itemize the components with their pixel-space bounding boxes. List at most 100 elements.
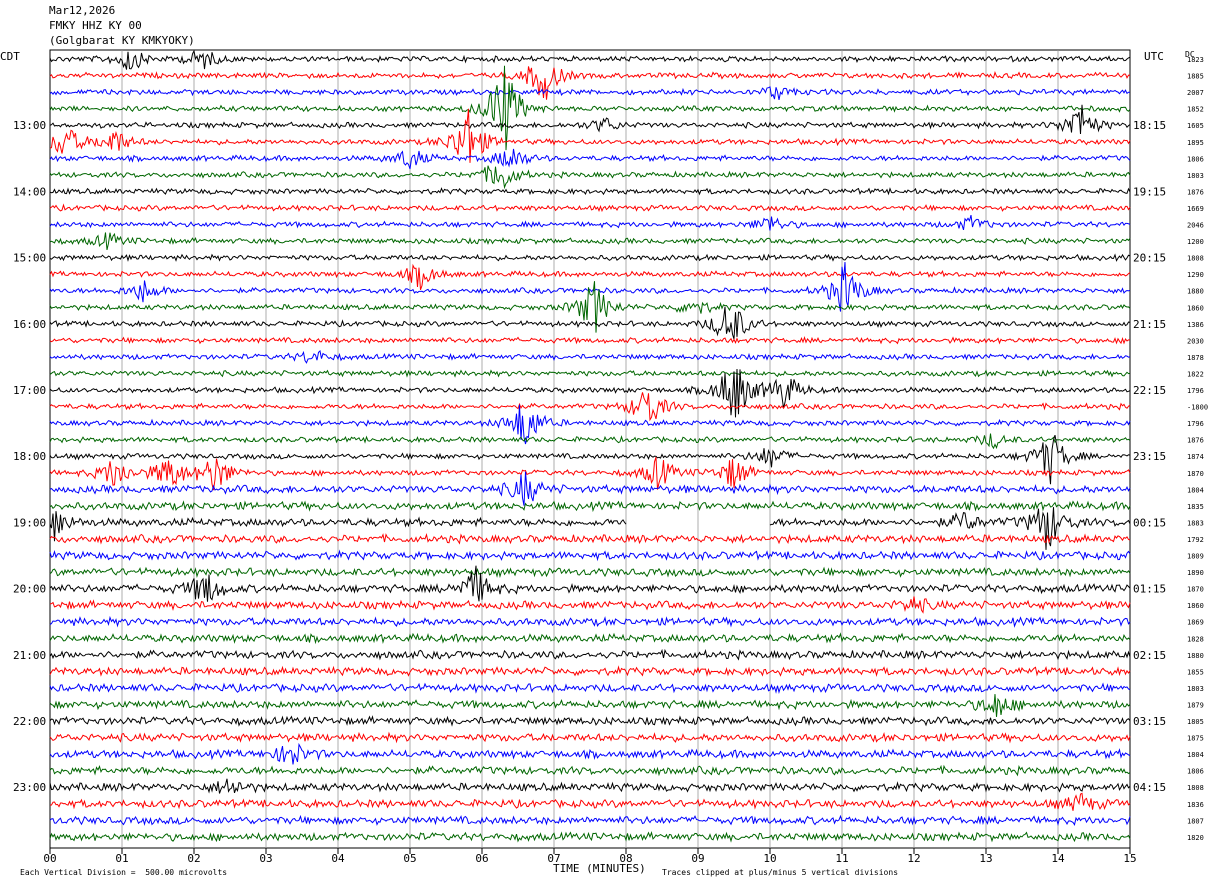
dc-offset-label: 1875 [1187,735,1204,743]
x-tick-label: 03 [259,852,272,865]
scale-note: Each Vertical Division = 500.00 microvol… [20,868,228,877]
station-label: FMKY HHZ KY 00 [49,19,142,32]
dc-offset-label: 1879 [1187,701,1204,709]
x-axis-label: TIME (MINUTES) [553,862,646,875]
trace-row [49,471,1131,506]
right-hour-label: 21:15 [1133,318,1166,331]
trace-row [49,306,1131,340]
dc-offset-label: 1870 [1187,470,1204,478]
trace-row [49,281,1131,333]
right-hour-label: 22:15 [1133,384,1166,397]
dc-offset-label: 2007 [1187,89,1204,97]
right-hour-label: 18:15 [1133,119,1166,132]
dc-offset-label: 2030 [1187,337,1204,345]
trace-row [49,262,1131,312]
date-label: Mar12,2026 [49,4,116,17]
trace-row [49,108,1131,163]
dc-offset-label: 1796 [1187,387,1204,395]
left-hour-label: 13:00 [13,119,46,132]
dc-offset-label: 2046 [1187,222,1204,230]
dc-offset-label: 1880 [1187,652,1204,660]
trace-row [49,104,1131,135]
trace-row [49,253,1131,262]
dc-offset-label: 1860 [1187,304,1204,312]
left-hour-label: 21:00 [13,649,46,662]
dc-offset-label: 1805 [1187,718,1204,726]
dc-offset-label: 1386 [1187,321,1204,329]
x-tick-label: 07 [547,852,560,865]
dc-offset-label: 1804 [1187,486,1204,494]
dc-offset-label: 1820 [1187,834,1204,842]
trace-row [49,507,1131,550]
left-hour-label: 15:00 [13,252,46,265]
trace-row [49,632,1131,645]
right-hour-label: 01:15 [1133,583,1166,596]
trace-row [49,434,1131,485]
trace-row [49,500,1131,513]
left-hour-label: 20:00 [13,583,46,596]
x-tick-label: 12 [907,852,920,865]
trace-row [49,731,1131,744]
trace-row [49,549,1131,562]
clip-note: Traces clipped at plus/minus 5 vertical … [662,868,899,877]
dc-offset-label: 1870 [1187,586,1204,594]
left-hour-label: 22:00 [13,715,46,728]
x-tick-label: 15 [1123,852,1136,865]
dc-offset-label: 1828 [1187,635,1204,643]
trace-row [49,66,1131,100]
dc-label: DC [1185,50,1195,59]
trace-row [49,203,1131,213]
trace-row [49,596,1131,614]
left-hour-label: 23:00 [13,781,46,794]
right-hour-label: 02:15 [1133,649,1166,662]
dc-offset-label: 1808 [1187,784,1204,792]
right-hour-label: 20:15 [1133,252,1166,265]
trace-row [49,263,1131,291]
dc-offset-label: -1800 [1187,404,1208,412]
location-label: (Golgbarat KY KMKYOKY) [49,34,195,47]
dc-offset-label: 1883 [1187,519,1204,527]
trace-row [49,565,1131,602]
dc-offset-label: 1809 [1187,553,1204,561]
dc-offset-label: 1669 [1187,205,1204,213]
dc-offset-label: 1792 [1187,536,1204,544]
dc-offset-label: 1869 [1187,619,1204,627]
right-hour-label: 03:15 [1133,715,1166,728]
dc-offset-label: 1803 [1187,685,1204,693]
dc-offset-label: 1890 [1187,569,1204,577]
trace-row [49,715,1131,727]
trace-row [49,187,1131,196]
trace-row [49,368,1131,418]
trace-row [49,369,1131,378]
trace-row [49,165,1131,190]
dc-offset-label: 1823 [1187,56,1204,64]
x-tick-label: 00 [43,852,56,865]
dc-offset-label: 1808 [1187,255,1204,263]
dc-offset-label: 1806 [1187,768,1204,776]
trace-row [49,764,1131,777]
trace-row [49,615,1131,628]
trace-row [49,814,1131,827]
trace-row [49,433,1131,450]
trace-row [49,778,1131,794]
left-hour-label: 16:00 [13,318,46,331]
trace-row [49,792,1131,811]
x-tick-label: 10 [763,852,776,865]
left-timezone-label: CDT [0,50,20,63]
dc-offset-label: 1806 [1187,155,1204,163]
dc-offset-label: 1885 [1187,73,1204,81]
plot-frame [49,49,1131,849]
trace-row [49,694,1131,717]
x-tick-label: 06 [475,852,488,865]
right-hour-label: 23:15 [1133,450,1166,463]
dc-offset-label: 1835 [1187,503,1204,511]
right-hour-label: 04:15 [1133,781,1166,794]
dc-offset-label: 1878 [1187,354,1204,362]
dc-offset-label: 1895 [1187,139,1204,147]
dc-offset-label: 1860 [1187,602,1204,610]
trace-row [49,682,1131,694]
trace-row [49,336,1130,345]
left-hour-label: 17:00 [13,384,46,397]
dc-offset-label: 1804 [1187,751,1204,759]
